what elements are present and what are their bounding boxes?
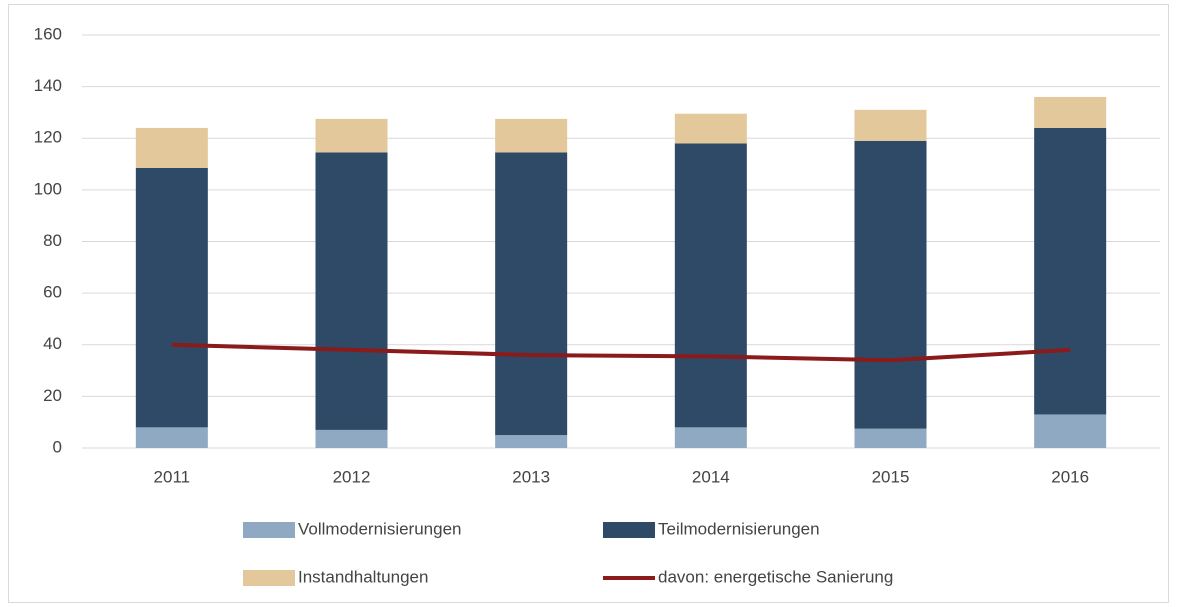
y-tick-label: 100 bbox=[34, 179, 62, 198]
bar-segment bbox=[674, 427, 747, 448]
x-tick-label: 2016 bbox=[1051, 467, 1089, 486]
bar-segment bbox=[495, 435, 568, 448]
y-tick-label: 160 bbox=[34, 24, 62, 43]
bar-segment bbox=[674, 143, 747, 428]
bar-segment bbox=[135, 427, 208, 448]
legend-label: Vollmodernisierungen bbox=[298, 519, 462, 538]
y-tick-label: 20 bbox=[43, 386, 62, 405]
x-tick-label: 2014 bbox=[692, 467, 730, 486]
bar-segment bbox=[315, 118, 388, 153]
x-tick-label: 2015 bbox=[872, 467, 910, 486]
bar-segment bbox=[1034, 414, 1107, 448]
bar-segment bbox=[315, 429, 388, 448]
bar-segment bbox=[854, 109, 927, 141]
x-tick-label: 2011 bbox=[154, 467, 191, 486]
bar-segment bbox=[1034, 127, 1107, 415]
bar-segment bbox=[1034, 96, 1107, 128]
bar-segment bbox=[135, 167, 208, 428]
bar-segment bbox=[854, 428, 927, 448]
bar-segment bbox=[495, 118, 568, 153]
legend-label: Teilmodernisierungen bbox=[658, 519, 820, 538]
x-tick-label: 2012 bbox=[333, 467, 371, 486]
y-tick-label: 80 bbox=[43, 231, 62, 250]
y-tick-label: 60 bbox=[43, 283, 62, 302]
y-tick-label: 120 bbox=[34, 128, 62, 147]
bar-segment bbox=[854, 140, 927, 429]
legend-label: Instandhaltungen bbox=[298, 567, 428, 586]
legend-label: davon: energetische Sanierung bbox=[658, 567, 893, 586]
y-tick-label: 140 bbox=[34, 76, 62, 95]
legend-swatch bbox=[603, 522, 655, 538]
y-tick-label: 40 bbox=[43, 334, 62, 353]
line-series bbox=[171, 342, 1071, 363]
chart-border bbox=[8, 4, 1169, 603]
y-tick-label: 0 bbox=[53, 437, 62, 456]
legend-swatch bbox=[243, 522, 295, 538]
legend-swatch bbox=[243, 570, 295, 586]
bar-segment bbox=[674, 113, 747, 144]
bar-segment bbox=[315, 152, 388, 430]
bar-segment bbox=[135, 127, 208, 168]
bar-segment bbox=[495, 152, 568, 436]
x-tick-label: 2013 bbox=[512, 467, 550, 486]
